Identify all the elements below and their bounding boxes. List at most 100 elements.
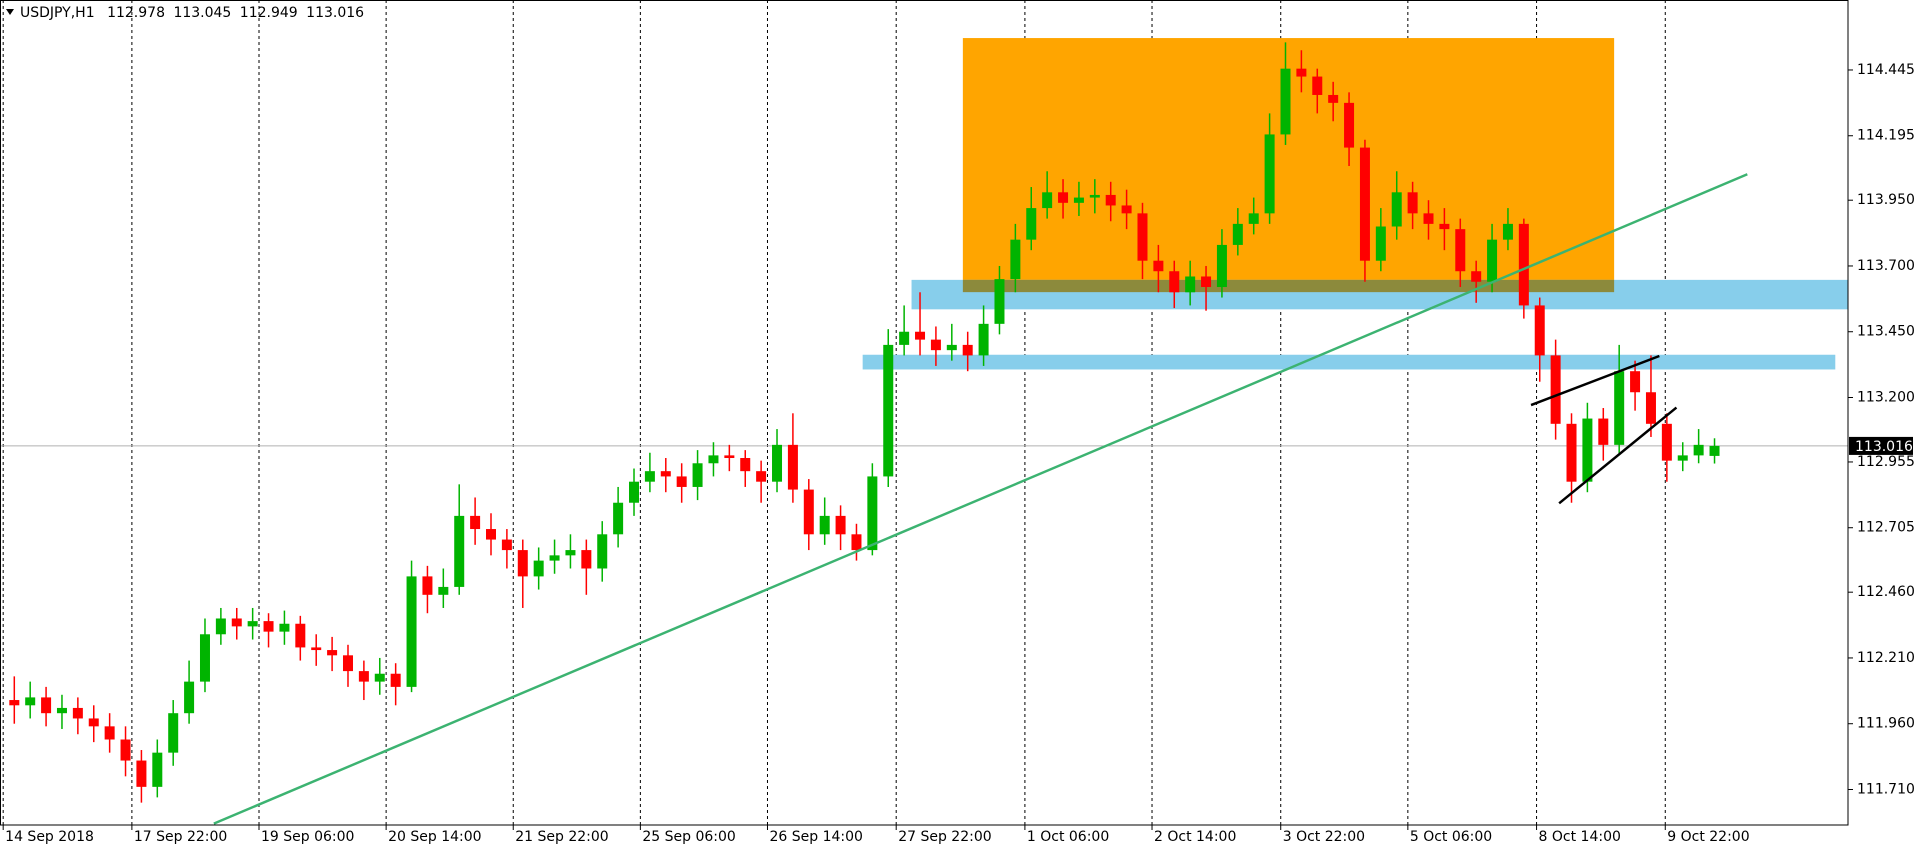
- candle-body: [1089, 194, 1100, 198]
- y-tick-label: 113.200: [1857, 390, 1915, 406]
- candle-body: [1344, 102, 1355, 148]
- trend-line: [213, 173, 1748, 825]
- candle-body: [597, 534, 608, 569]
- x-tick-label: 21 Sep 22:00: [515, 829, 608, 845]
- x-tick-label: 8 Oct 14:00: [1539, 829, 1621, 845]
- candle-body: [374, 673, 385, 682]
- x-tick-label: 19 Sep 06:00: [261, 829, 354, 845]
- plot-frame: [0, 0, 1849, 826]
- candle-body: [247, 621, 258, 627]
- candle-body: [1645, 392, 1656, 424]
- candle-body: [1614, 371, 1625, 445]
- candle-body: [1328, 94, 1339, 103]
- candle-body: [1058, 192, 1069, 203]
- candle-body: [740, 458, 751, 472]
- candle-body: [1105, 194, 1116, 206]
- candle-body: [501, 539, 512, 551]
- candle-body: [1201, 276, 1212, 288]
- y-tick-label: 111.960: [1857, 716, 1915, 732]
- y-tick-label: 113.450: [1857, 324, 1915, 340]
- candle-body: [199, 634, 210, 682]
- x-tick-label: 27 Sep 22:00: [898, 829, 991, 845]
- candle-body: [1423, 213, 1434, 224]
- candle-body: [454, 515, 465, 587]
- candle-body: [231, 618, 242, 627]
- candle-body: [644, 471, 655, 482]
- candle-body: [1487, 239, 1498, 282]
- candle-body: [1232, 223, 1243, 245]
- candle-body: [1598, 418, 1609, 445]
- candle-body: [978, 323, 989, 356]
- candle-body: [1280, 68, 1291, 135]
- candle-body: [263, 621, 274, 632]
- y-tick-label: 112.705: [1857, 520, 1915, 536]
- candle-body: [629, 481, 640, 503]
- candle-body: [470, 515, 481, 530]
- candle-body: [1248, 213, 1259, 224]
- candle-body: [327, 650, 338, 656]
- candle-body: [1185, 276, 1196, 293]
- candle-body: [1693, 444, 1704, 456]
- candle-body: [1582, 418, 1593, 482]
- y-tick-label: 112.955: [1857, 454, 1915, 470]
- high-value: 113.045: [173, 5, 231, 21]
- candle-body: [1391, 192, 1402, 227]
- x-tick-label: 2 Oct 14:00: [1154, 829, 1236, 845]
- x-tick-label: 5 Oct 06:00: [1410, 829, 1492, 845]
- candle-body: [1216, 244, 1227, 288]
- candle-body: [1471, 271, 1482, 282]
- candle-body: [803, 489, 814, 535]
- candle-body: [104, 726, 115, 740]
- menu-arrow[interactable]: [6, 9, 14, 15]
- candle-body: [438, 586, 449, 595]
- y-tick-label: 112.210: [1857, 650, 1915, 666]
- candle-body: [676, 476, 687, 487]
- candle-body: [1296, 68, 1307, 77]
- y-tick-label: 114.195: [1857, 128, 1915, 144]
- candle-body: [915, 331, 926, 340]
- candle-body: [946, 344, 957, 351]
- candle-body: [1661, 423, 1672, 461]
- candle-body: [1375, 226, 1386, 261]
- wedge-lower: [1558, 406, 1678, 505]
- candle-body: [1439, 223, 1450, 230]
- candle-body: [1502, 223, 1513, 240]
- candle-body: [549, 555, 560, 561]
- candle-body: [581, 550, 592, 569]
- candle-body: [660, 471, 671, 477]
- y-tick-label: 111.710: [1857, 781, 1915, 797]
- candle-body: [152, 752, 163, 787]
- x-tick-label: 26 Sep 14:00: [769, 829, 862, 845]
- candle-body: [120, 739, 131, 761]
- candle-body: [1264, 134, 1275, 214]
- candle-body: [1121, 205, 1132, 214]
- support-zone: [862, 354, 1836, 370]
- low-value: 112.949: [240, 5, 298, 21]
- candles: [9, 42, 1720, 803]
- candle-body: [215, 618, 226, 635]
- x-tick-label: 9 Oct 22:00: [1667, 829, 1749, 845]
- candle-body: [1518, 223, 1529, 306]
- candle-body: [1630, 371, 1641, 393]
- x-tick-label: 3 Oct 22:00: [1283, 829, 1365, 845]
- drawings: [213, 173, 1748, 825]
- candle-body: [406, 576, 417, 687]
- candle-body: [279, 623, 290, 632]
- candle-body: [883, 344, 894, 477]
- candle-body: [1312, 76, 1323, 95]
- candle-body: [1455, 229, 1466, 272]
- candle-body: [422, 576, 433, 595]
- candle-body: [1534, 305, 1545, 356]
- candle-body: [772, 444, 783, 482]
- candle-body: [1407, 192, 1418, 214]
- candle-body: [835, 515, 846, 535]
- candle-body: [25, 697, 36, 706]
- candle-body: [1677, 455, 1688, 461]
- close-value: 113.016: [306, 5, 364, 21]
- x-tick-label: 25 Sep 06:00: [642, 829, 735, 845]
- candle-body: [867, 476, 878, 551]
- x-tick-label: 1 Oct 06:00: [1027, 829, 1109, 845]
- x-tick-label: 17 Sep 22:00: [134, 829, 227, 845]
- header: USDJPY,H1 112.978 113.045 112.949 113.01…: [20, 5, 364, 21]
- candle-body: [962, 344, 973, 356]
